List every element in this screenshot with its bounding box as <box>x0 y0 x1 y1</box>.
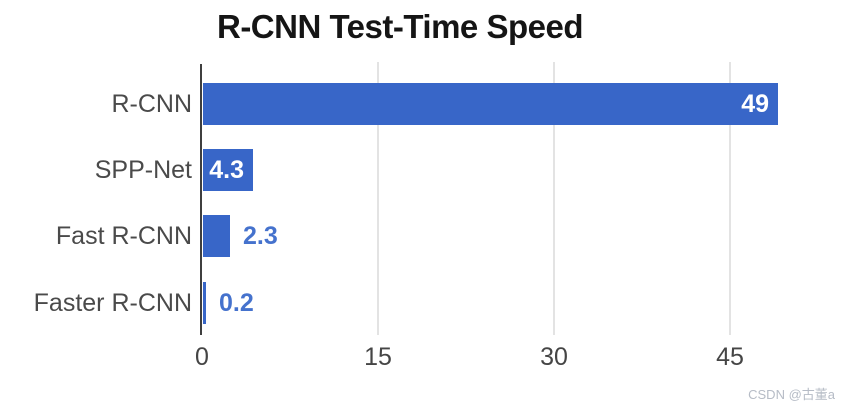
x-tick-label: 45 <box>716 343 744 371</box>
gridline <box>729 62 731 335</box>
x-tick-label: 30 <box>540 343 568 371</box>
value-label: 2.3 <box>243 222 278 251</box>
bar-row: R-CNN 49 <box>0 83 843 125</box>
value-label: 49 <box>741 90 769 118</box>
x-tick-label: 15 <box>364 343 392 371</box>
chart-title: R-CNN Test-Time Speed <box>216 8 584 45</box>
bar-row: Fast R-CNN 2.3 <box>0 215 843 258</box>
bar <box>203 281 206 324</box>
bar: 49 <box>203 83 778 125</box>
value-label: 4.3 <box>209 156 244 185</box>
category-label: Faster R-CNN <box>33 288 192 317</box>
value-label: 0.2 <box>219 288 254 317</box>
bar-row: Faster R-CNN 0.2 <box>0 281 843 324</box>
bar <box>203 215 230 258</box>
y-axis-line <box>200 64 202 335</box>
watermark: CSDN @古董a <box>748 387 835 402</box>
bar: 4.3 <box>203 149 253 192</box>
category-label: Fast R-CNN <box>55 222 192 251</box>
bar-row: SPP-Net 4.3 <box>0 149 843 192</box>
category-label: R-CNN <box>111 90 192 118</box>
category-label: SPP-Net <box>94 156 192 185</box>
gridline <box>377 62 379 335</box>
gridline <box>553 62 555 335</box>
x-tick-label: 0 <box>195 343 209 371</box>
